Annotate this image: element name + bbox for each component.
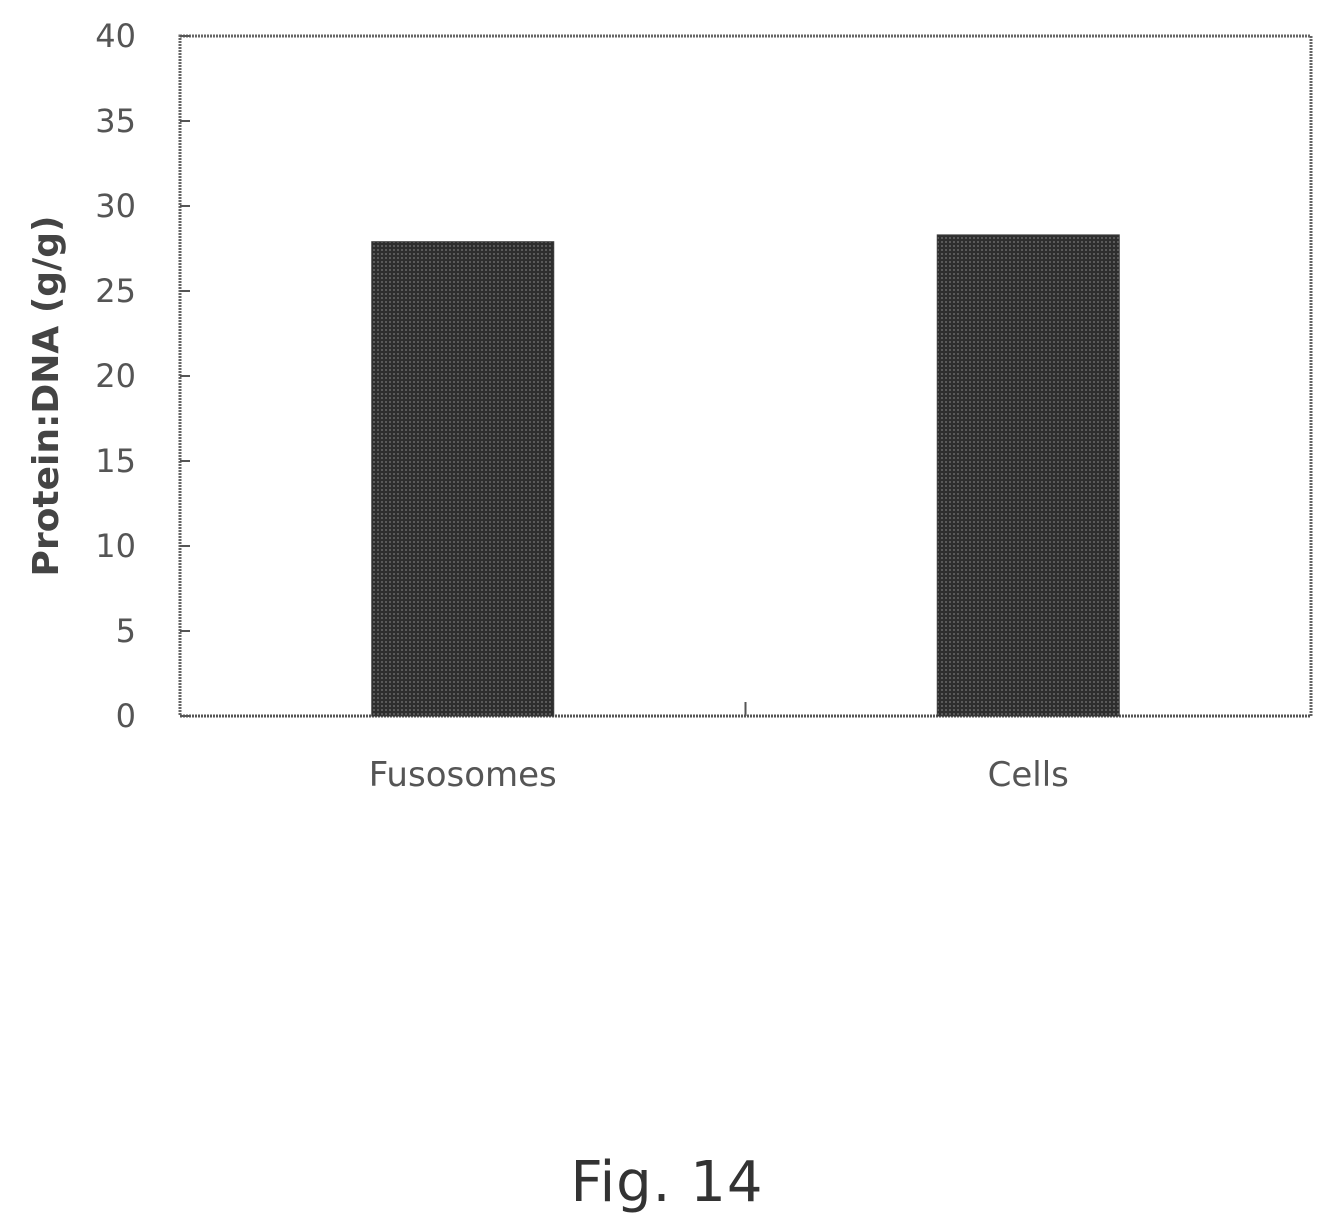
y-tick-label: 20 [95,357,136,395]
y-axis-ticks: 0 5 10 15 20 25 30 35 40 [95,17,190,735]
bar-fusosomes [371,241,555,717]
y-tick-label: 25 [95,272,136,310]
y-tick-label: 5 [116,612,136,650]
bar-cells [936,234,1120,717]
plot-area-frame [178,34,1313,718]
y-tick-label: 15 [95,442,136,480]
x-category-label: Cells [988,755,1069,795]
y-tick-label: 40 [95,17,136,55]
x-category-label: Fusosomes [369,755,557,795]
y-axis-title: Protein:DNA (g/g) [26,216,67,577]
y-tick-label: 0 [116,697,136,735]
bars [371,234,1120,717]
bar-chart: 0 5 10 15 20 25 30 35 40 Fusosomes Cells Protein:… [26,17,1313,795]
y-tick-label: 35 [95,102,136,140]
y-tick-label: 30 [95,187,136,225]
x-axis-labels: Fusosomes Cells [369,755,1069,795]
figure-caption: Fig. 14 [570,1150,764,1215]
y-tick-label: 10 [95,527,136,565]
